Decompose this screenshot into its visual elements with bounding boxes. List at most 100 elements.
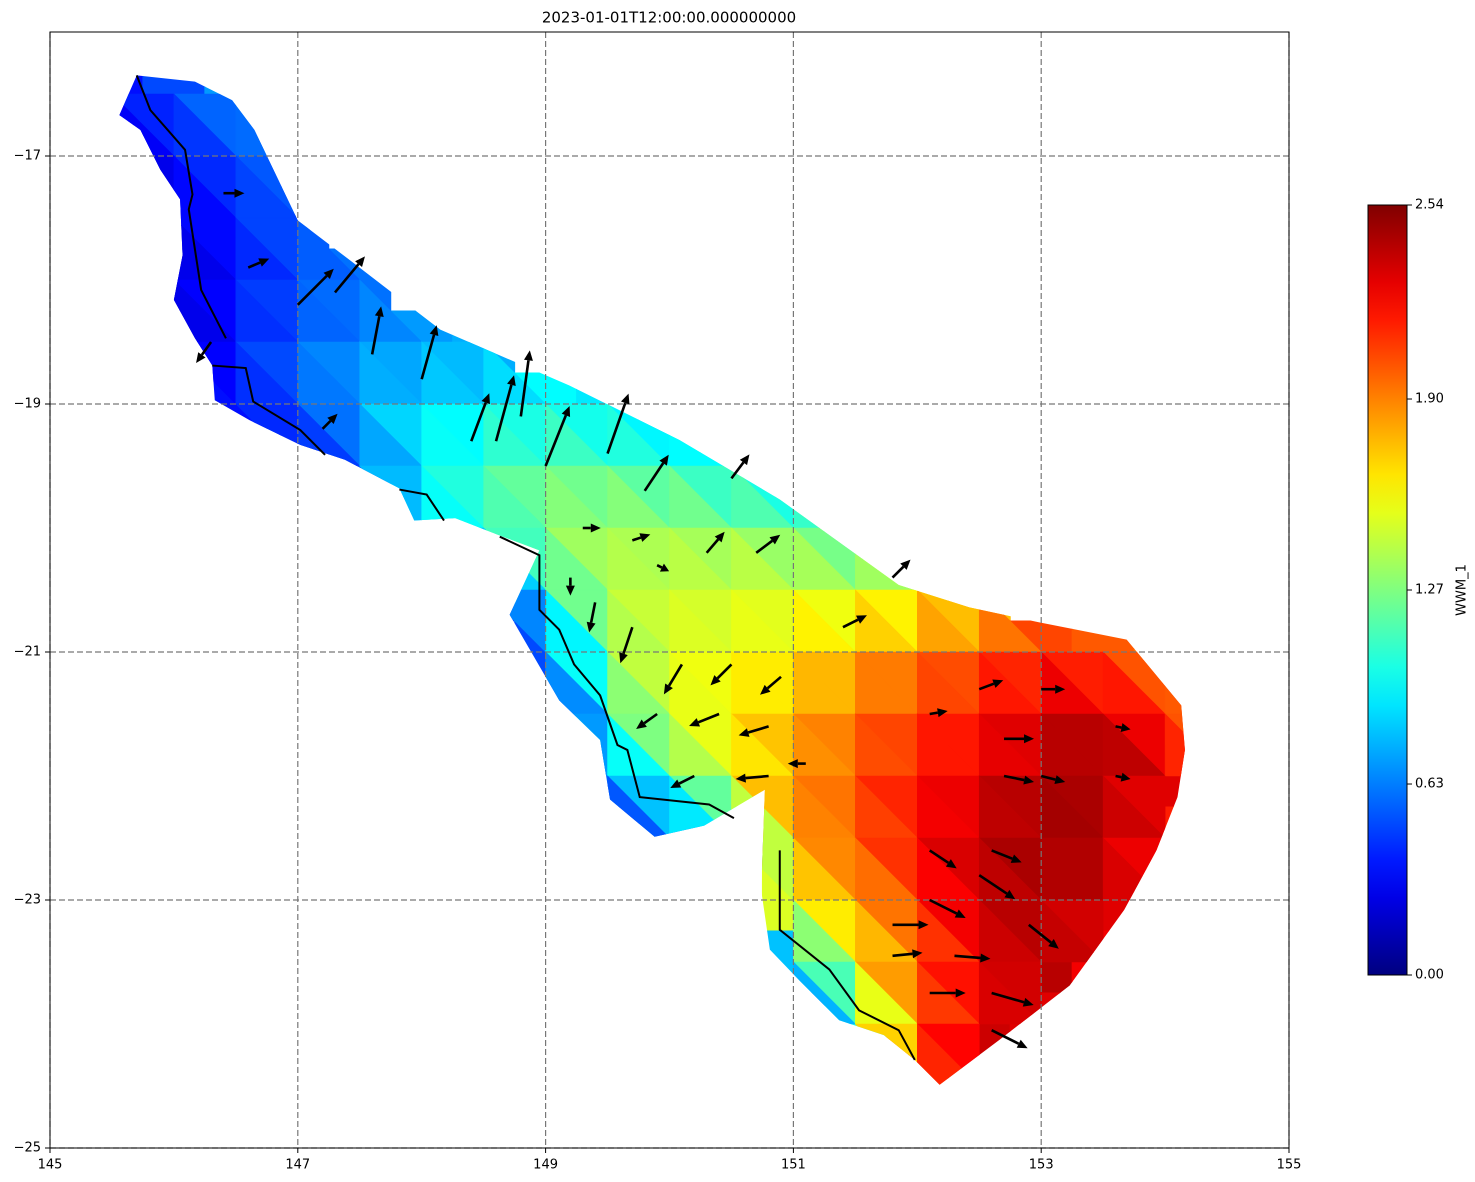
quiver-arrow — [929, 898, 966, 918]
arrow-head — [196, 352, 206, 363]
quiver-arrow — [689, 712, 720, 727]
coastline — [399, 488, 445, 522]
arrow-head — [1048, 939, 1059, 949]
arrow-head — [561, 406, 571, 417]
arrow-shaft — [929, 898, 958, 915]
plot-frame — [49, 31, 1290, 1149]
arrow-head — [992, 679, 1004, 688]
arrow-head — [980, 953, 991, 963]
arrow-head — [590, 523, 601, 533]
quiver-arrow — [663, 663, 684, 695]
arrow-head — [1023, 775, 1035, 785]
quiver-arrow — [1040, 774, 1066, 784]
arrow-shaft — [370, 315, 381, 355]
arrow-head — [639, 533, 651, 542]
quiver-arrow — [891, 559, 911, 579]
arrow-shaft — [678, 774, 695, 785]
mesh-triangle — [359, 465, 423, 529]
colorbar — [1367, 204, 1408, 976]
arrow-shaft — [200, 341, 213, 356]
arrow-head — [1016, 1039, 1028, 1049]
coastline — [499, 535, 735, 820]
x-tick-label: 153 — [1029, 1158, 1054, 1173]
quiver-arrow — [321, 413, 338, 430]
arrow-head — [659, 454, 669, 466]
mesh-triangle — [978, 961, 1042, 1025]
arrow-head — [739, 454, 750, 466]
arrow-head — [659, 563, 670, 572]
arrow-shaft — [929, 711, 939, 716]
mesh-cell — [1196, 683, 1259, 746]
arrow-head — [1010, 854, 1022, 863]
arrow-shaft — [978, 682, 995, 691]
x-tick-label: 151 — [781, 1158, 806, 1173]
arrow-head — [945, 859, 957, 869]
quiver-arrow — [738, 725, 769, 737]
mesh — [119, 75, 1259, 1085]
arrow-head — [481, 393, 490, 405]
coastline — [135, 75, 227, 339]
arrow-head — [355, 256, 365, 267]
quiver-arrow — [247, 258, 270, 269]
arrow-shaft — [730, 461, 745, 480]
quiver-arrow — [755, 534, 781, 554]
mesh-cell — [1196, 745, 1259, 808]
quiver-arrow — [991, 991, 1034, 1007]
quiver-arrow — [223, 188, 245, 198]
arrow-shaft — [1040, 774, 1056, 781]
quiver-arrow — [710, 663, 733, 686]
coastline — [778, 850, 916, 1061]
quiver-arrow — [670, 774, 695, 788]
arrow-shaft — [420, 334, 436, 380]
mesh-triangle — [297, 217, 361, 281]
x-tick-label: 155 — [1277, 1158, 1302, 1173]
arrow-shaft — [978, 874, 1008, 895]
quiver-arrow — [631, 533, 651, 542]
arrow-shaft — [842, 618, 859, 629]
x-tick-label: 149 — [533, 1158, 558, 1173]
quiver-arrow — [586, 602, 597, 633]
arrow-shaft — [991, 991, 1025, 1004]
arrow-shaft — [656, 564, 663, 569]
quiver-arrow — [519, 350, 533, 417]
chart-title: 2023-01-01T12:00:00.000000000 — [542, 9, 796, 27]
mesh-cell — [452, 558, 516, 622]
quiver-arrow — [928, 849, 957, 869]
mesh-triangle — [235, 403, 299, 467]
mesh-triangle — [1164, 713, 1185, 777]
arrow-shaft — [622, 626, 634, 655]
arrow-shaft — [667, 663, 684, 687]
arrow-shaft — [745, 774, 769, 780]
quiver-arrow — [730, 454, 750, 480]
mesh-triangle — [482, 589, 546, 653]
coastline — [212, 364, 326, 456]
arrow-shaft — [631, 536, 642, 542]
arrow-shaft — [1027, 923, 1052, 944]
quiver-arrow — [582, 523, 601, 533]
colorbar-label: WWM_1 — [1455, 564, 1470, 616]
arrow-head — [760, 684, 771, 695]
arrow-head — [714, 531, 725, 543]
arrow-head — [1120, 723, 1131, 733]
quiver-arrow — [705, 531, 725, 554]
colorbar-tick-label: 1.27 — [1415, 583, 1444, 598]
quiver-arrow — [656, 563, 670, 572]
arrow-shaft — [589, 602, 597, 623]
arrow-head — [912, 949, 923, 959]
arrow-head — [738, 728, 750, 737]
mesh-triangle — [544, 713, 608, 777]
quiver-arrow — [991, 849, 1022, 863]
arrow-head — [1024, 734, 1035, 744]
arrow-shaft — [716, 663, 733, 680]
quiver-arrow — [991, 1029, 1028, 1049]
mesh-triangle — [119, 155, 175, 219]
arrow-shaft — [1115, 774, 1122, 779]
quiver-arrow — [842, 615, 867, 629]
arrow-shaft — [954, 954, 981, 960]
arrow-head — [955, 988, 966, 998]
quiver-arrow — [636, 712, 658, 729]
mesh-triangle — [854, 1023, 918, 1085]
arrow-shaft — [747, 725, 769, 734]
arrow-shaft — [1003, 774, 1025, 782]
